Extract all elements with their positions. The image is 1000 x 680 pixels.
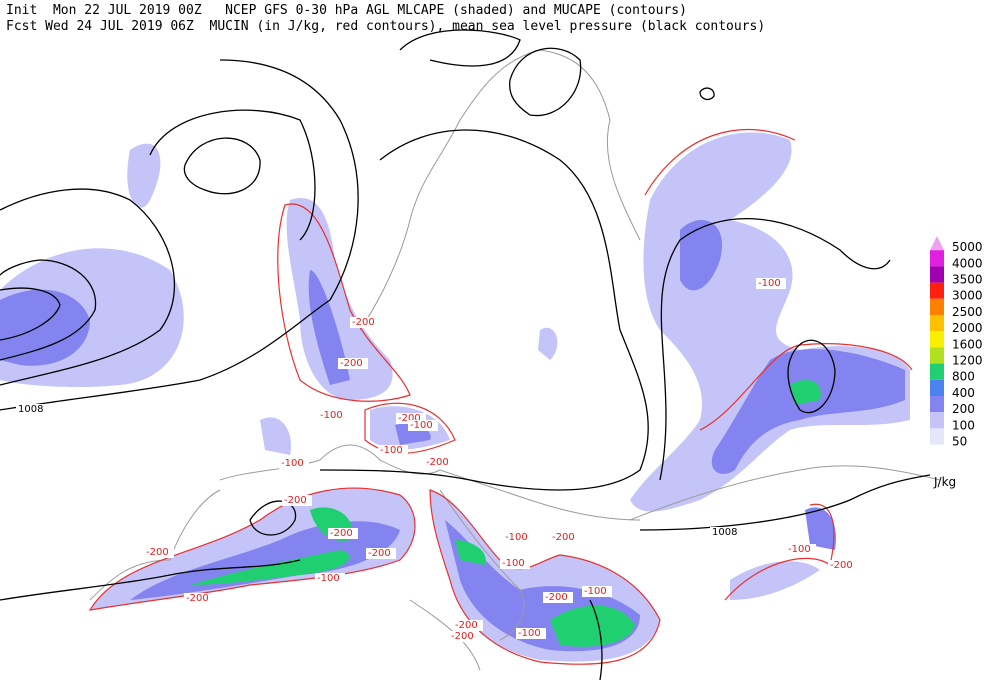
mucin-label: -200 bbox=[426, 457, 449, 468]
legend-swatch bbox=[930, 282, 944, 299]
label-bg bbox=[828, 560, 858, 571]
label-bg bbox=[144, 547, 174, 558]
mucin-label: -200 bbox=[146, 547, 169, 558]
header-line: Fcst Wed 24 JUL 2019 06Z MUCIN (in J/kg,… bbox=[6, 19, 765, 34]
legend: 5000 4000 3500 3000 2500 2000 1600 1200 800 400 20… bbox=[930, 236, 983, 489]
header-line: Init Mon 22 JUL 2019 00Z NCEP GFS 0-30 h… bbox=[6, 3, 687, 18]
mucin-label: -200 bbox=[284, 495, 307, 506]
legend-label: 100 bbox=[952, 418, 975, 432]
shading bbox=[0, 132, 910, 662]
label-bg bbox=[453, 620, 483, 631]
legend-swatch bbox=[930, 428, 944, 445]
mucin-label: -100 bbox=[380, 445, 403, 456]
mucin-label: -100 bbox=[317, 573, 340, 584]
isobars bbox=[0, 29, 931, 680]
label-bg bbox=[710, 527, 742, 538]
label-bg bbox=[786, 544, 816, 555]
mucin-label: -200 bbox=[368, 548, 391, 559]
pressure-label: 1008 bbox=[712, 527, 737, 538]
label-bg bbox=[16, 404, 48, 415]
legend-label: 2000 bbox=[952, 321, 983, 335]
mucin-label: -200 bbox=[545, 592, 568, 603]
legend-label: 1600 bbox=[952, 337, 983, 351]
mucin-label: -100 bbox=[505, 532, 528, 543]
label-bg bbox=[315, 573, 345, 584]
mucin-label: -100 bbox=[758, 278, 781, 289]
mucin-label: -200 bbox=[830, 560, 853, 571]
legend-swatch bbox=[930, 412, 944, 429]
label-bg bbox=[550, 532, 580, 543]
label-bg bbox=[318, 410, 348, 421]
legend-label: 1200 bbox=[952, 354, 983, 368]
legend-label: 400 bbox=[952, 386, 975, 400]
legend-swatch bbox=[930, 236, 944, 251]
legend-unit: J/kg bbox=[933, 475, 956, 489]
label-bg bbox=[328, 528, 358, 539]
mucin-label: -100 bbox=[320, 410, 343, 421]
mucin-label: -100 bbox=[410, 420, 433, 431]
label-bg bbox=[338, 358, 368, 369]
legend-swatch bbox=[930, 266, 944, 283]
label-bg bbox=[449, 631, 479, 642]
mucin-label: -200 bbox=[552, 532, 575, 543]
mucin-label: -200 bbox=[352, 317, 375, 328]
label-bg bbox=[279, 458, 309, 469]
legend-label: 4000 bbox=[952, 256, 983, 270]
label-bg bbox=[424, 457, 454, 468]
mucin-label: -100 bbox=[584, 586, 607, 597]
header: Init Mon 22 JUL 2019 00Z NCEP GFS 0-30 h… bbox=[6, 3, 765, 34]
legend-swatch bbox=[930, 379, 944, 396]
label-bg bbox=[378, 445, 408, 456]
legend-label: 200 bbox=[952, 402, 975, 416]
mucin-label: -100 bbox=[788, 544, 811, 555]
legend-swatch bbox=[930, 347, 944, 364]
label-bg bbox=[516, 628, 546, 639]
mucin-label: -200 bbox=[340, 358, 363, 369]
mucin-label: -200 bbox=[330, 528, 353, 539]
mucin-label: -100 bbox=[281, 458, 304, 469]
label-bg bbox=[282, 495, 312, 506]
label-bg bbox=[366, 548, 396, 559]
label-bg bbox=[582, 586, 612, 597]
legend-swatch bbox=[930, 298, 944, 315]
label-bg bbox=[500, 558, 530, 569]
label-bg bbox=[396, 413, 426, 424]
mucin-label: -200 bbox=[451, 631, 474, 642]
legend-swatch bbox=[930, 396, 944, 413]
legend-label: 2500 bbox=[952, 305, 983, 319]
legend-label: 800 bbox=[952, 370, 975, 384]
legend-label: 5000 bbox=[952, 240, 983, 254]
legend-label: 3000 bbox=[952, 289, 983, 303]
legend-swatch bbox=[930, 331, 944, 348]
label-bg bbox=[503, 532, 533, 543]
mucin-label: -200 bbox=[186, 593, 209, 604]
pressure-label: 1008 bbox=[18, 404, 43, 415]
label-bg bbox=[408, 420, 438, 431]
mucin-label: -100 bbox=[518, 628, 541, 639]
label-bg bbox=[756, 278, 786, 289]
label-bg bbox=[350, 317, 380, 328]
mucin-label: -100 bbox=[502, 558, 525, 569]
legend-swatch bbox=[930, 363, 944, 380]
legend-label: 50 bbox=[952, 435, 967, 449]
legend-swatch bbox=[930, 250, 944, 267]
label-bg bbox=[543, 592, 573, 603]
mucin-label: -200 bbox=[398, 413, 421, 424]
legend-swatch bbox=[930, 315, 944, 332]
legend-label: 3500 bbox=[952, 273, 983, 287]
mucin-label: -200 bbox=[455, 620, 478, 631]
label-bg bbox=[184, 593, 214, 604]
